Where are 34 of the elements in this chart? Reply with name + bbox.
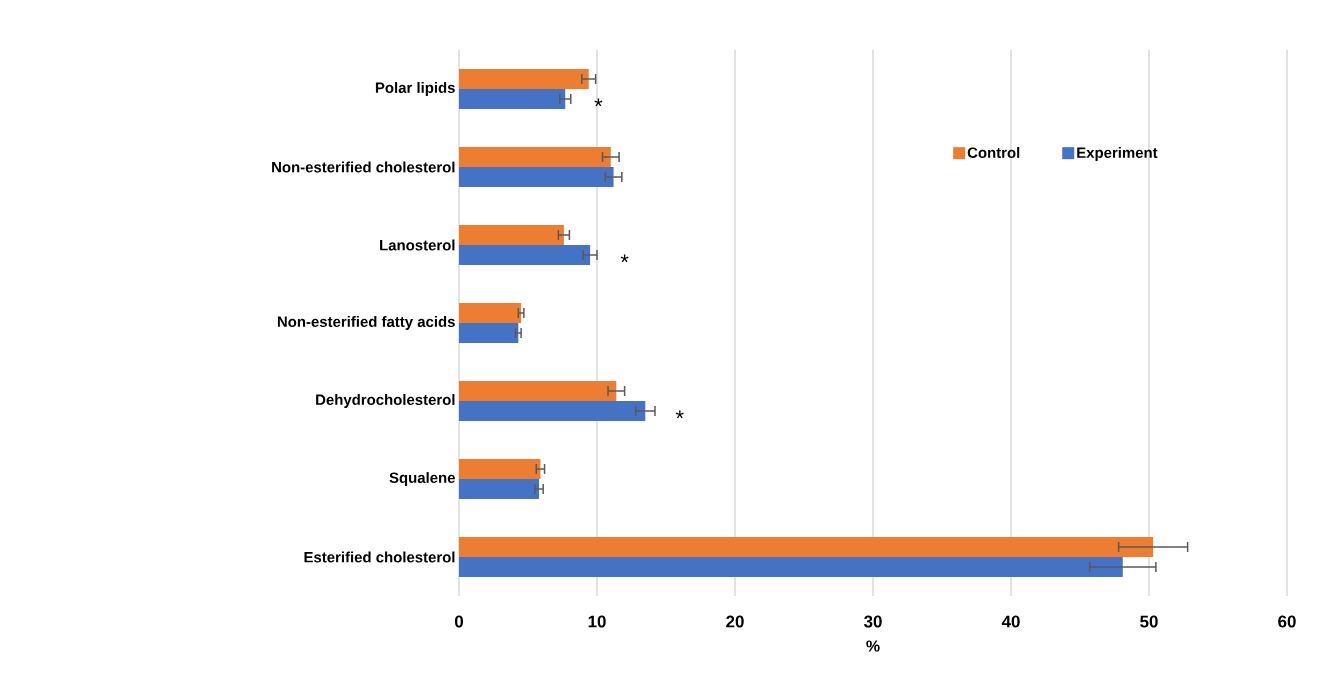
y-tick-label: Dehydrocholesterol (316, 394, 455, 408)
x-tick-label: 10 (588, 615, 606, 628)
bar (459, 225, 564, 246)
legend-label: Control (967, 147, 1020, 158)
bar (459, 557, 1123, 578)
bar (459, 89, 566, 110)
bar (459, 381, 617, 402)
y-tick-label: Polar lipids (375, 82, 455, 96)
x-axis-title: % (866, 640, 880, 652)
x-tick-label: 40 (1001, 615, 1020, 628)
bar (459, 303, 522, 324)
bar (459, 245, 591, 266)
annotation: * (620, 254, 629, 263)
x-tick-label: 60 (1278, 615, 1296, 628)
bar (459, 479, 540, 500)
bar (459, 147, 611, 168)
bar (459, 167, 614, 188)
x-tick-label: 30 (863, 615, 882, 628)
bar (459, 537, 1154, 558)
bar (459, 323, 519, 344)
bar (459, 401, 646, 422)
annotation: * (675, 410, 684, 419)
y-tick-label: Non-esterified cholesterol (272, 161, 455, 173)
y-tick-label: Esterified cholesterol (304, 551, 455, 563)
y-tick-label: Lanosterol (380, 239, 455, 251)
y-tick-label: Squalene (389, 472, 455, 486)
y-tick-label: Non-esterified fatty acids (277, 316, 455, 330)
x-tick-label: 0 (454, 615, 464, 628)
x-tick-label: 50 (1140, 615, 1158, 628)
bar (459, 69, 589, 90)
bar (459, 459, 541, 480)
legend-label: Experiment (1077, 147, 1158, 161)
x-tick-label: 20 (726, 615, 744, 628)
annotation: * (594, 98, 603, 107)
